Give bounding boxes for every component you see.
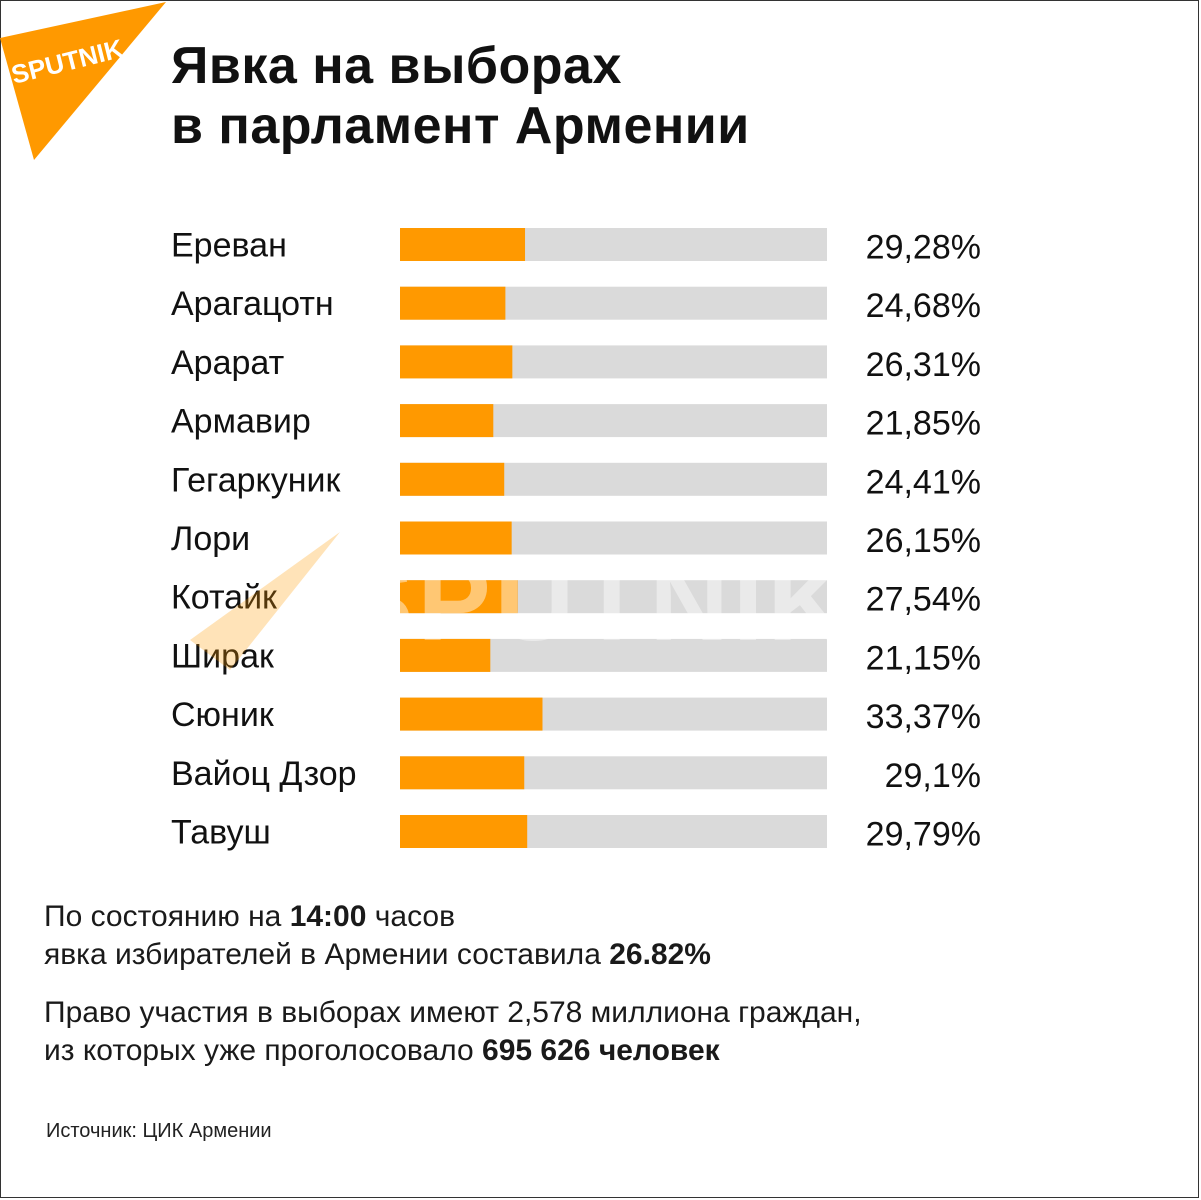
summary-prefix: По состоянию на (44, 900, 290, 933)
sputnik-logo: SPUTNIK (0, 2, 166, 160)
value-label: 27,54% (866, 581, 981, 619)
summary-line2-prefix: явка избирателей в Армении составила (44, 938, 610, 971)
value-label: 24,68% (866, 287, 981, 325)
value-label: 21,15% (866, 639, 981, 677)
turnout-bar (400, 462, 505, 496)
turnout-summary: По состоянию на 14:00 часов явка избират… (44, 898, 711, 974)
turnout-bar (400, 404, 494, 438)
value-label: 29,79% (866, 816, 981, 854)
value-label: 26,31% (866, 346, 981, 384)
turnout-bar-chart: Ереван 29,28% Арагацотн 24,68% Арарат 26,31% А… (171, 227, 981, 854)
summary-total: 26.82% (609, 938, 711, 971)
region-label: Сюник (171, 696, 275, 734)
turnout-bar (400, 521, 512, 555)
turnout-bar (400, 286, 506, 320)
turnout-bar (400, 228, 526, 261)
source-note: Источник: ЦИК Армении (46, 1120, 272, 1142)
logo-shape (0, 2, 166, 160)
turnout-bar (400, 580, 518, 614)
region-label: Лори (171, 520, 250, 558)
value-label: 33,37% (866, 698, 981, 736)
summary-time: 14:00 (289, 900, 367, 933)
region-label: Арагацотн (171, 285, 334, 323)
region-label: Тавуш (171, 814, 271, 852)
title-line-2: в парламент Армении (171, 97, 750, 155)
region-label: Котайк (171, 579, 278, 617)
voters-line2-prefix: из которых уже проголосовало (44, 1034, 483, 1067)
voters-count: 695 626 человек (482, 1034, 720, 1067)
region-label: Арарат (171, 344, 284, 382)
title-line-1: Явка на выборах (171, 37, 622, 95)
region-label: Вайоц Дзор (171, 755, 357, 793)
value-label: 21,85% (866, 405, 981, 443)
value-label: 29,1% (885, 757, 981, 795)
region-label: Армавир (171, 403, 311, 441)
value-label: 24,41% (866, 463, 981, 501)
region-label: Ереван (171, 227, 287, 265)
region-label: Гегаркуник (171, 461, 342, 499)
turnout-bar (400, 697, 543, 731)
voters-summary: Право участия в выборах имеют 2,578 милл… (44, 994, 862, 1070)
turnout-bar (400, 638, 491, 672)
turnout-bar (400, 815, 528, 848)
summary-suffix: часов (366, 900, 456, 933)
turnout-bar (400, 345, 513, 379)
value-label: 29,28% (866, 229, 981, 267)
region-label: Ширак (171, 637, 275, 675)
voters-line-1: Право участия в выборах имеют 2,578 милл… (44, 996, 862, 1029)
value-label: 26,15% (866, 522, 981, 560)
page-title: Явка на выборах в парламент Армении (171, 36, 750, 156)
turnout-bar (400, 756, 525, 790)
